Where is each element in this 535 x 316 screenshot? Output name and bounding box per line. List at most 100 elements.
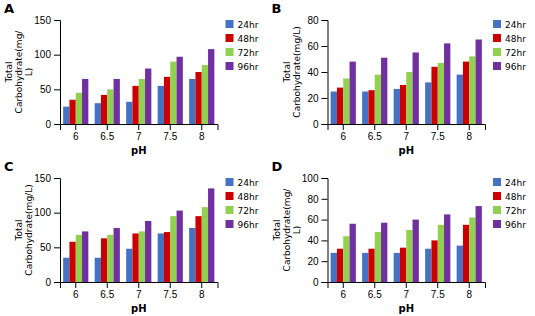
tick-label: 0 [313, 277, 319, 288]
bar [362, 253, 368, 282]
bar [170, 216, 176, 282]
bars [331, 206, 482, 282]
legend-label: 24hr [505, 20, 526, 30]
legend-item: 72hr [493, 206, 526, 216]
series [343, 56, 475, 124]
legend-label: 24hr [505, 178, 526, 188]
legend: 24hr 48hr 72hr 96hr [493, 178, 526, 230]
tick-label: 100 [34, 207, 51, 218]
tick-mark [469, 124, 470, 130]
bar [368, 249, 374, 282]
tick: 7.5 [163, 282, 177, 300]
bar [350, 224, 356, 282]
y-axis-title: TotalCarbohydrate(mg/L) [14, 184, 34, 275]
tick-mark [343, 282, 344, 288]
bar [368, 90, 374, 124]
tick-label: 50 [40, 242, 52, 253]
tick: 80 [307, 194, 327, 205]
legend-swatch [226, 206, 234, 214]
tick-mark [406, 282, 407, 288]
bar [457, 246, 463, 282]
x-axis-title: pH [131, 303, 147, 314]
tick: 50 [40, 242, 60, 253]
tick-label: 8 [466, 131, 472, 142]
bar [425, 249, 431, 282]
tick-mark [437, 282, 438, 288]
tick: 8 [199, 124, 205, 142]
bar [463, 225, 469, 282]
bar [95, 103, 101, 124]
bar [381, 58, 387, 124]
tick: 6.5 [100, 124, 114, 142]
tick-label: 6 [340, 289, 346, 300]
legend-label: 96hr [505, 220, 526, 230]
bar [208, 49, 214, 124]
legend-item: 72hr [493, 48, 526, 58]
legend-item: 72hr [226, 206, 259, 216]
tick: 100 [34, 49, 60, 60]
tick: 6.5 [368, 124, 382, 142]
tick-mark [75, 124, 76, 130]
tick: 6.5 [368, 282, 382, 300]
tick-mark [201, 124, 202, 130]
tick-mark [374, 282, 375, 288]
tick-mark [322, 124, 328, 125]
tick-label: 0 [313, 119, 319, 130]
tick: 6 [73, 282, 79, 300]
tick-label: 6 [73, 131, 79, 142]
tick-mark [322, 220, 328, 221]
bar [431, 240, 437, 282]
y-axis-title: TotalCarbohydrate(mg/L) [272, 188, 302, 272]
tick: 7.5 [431, 282, 445, 300]
tick-mark [322, 46, 328, 47]
y-axis-title: TotalCarbohydrate(mg/L) [282, 26, 302, 117]
legend-item: 48hr [493, 192, 526, 202]
bar [145, 69, 151, 124]
bar [202, 207, 208, 282]
tick-mark [469, 282, 470, 288]
bar [195, 72, 201, 124]
tick: 0 [45, 119, 60, 130]
bar [469, 218, 475, 282]
bar [145, 221, 151, 282]
panel: 66.577.58020406080100pHTotalCarbohydrate… [272, 159, 527, 314]
bar [139, 79, 145, 124]
bar [132, 86, 138, 124]
bar [126, 249, 132, 282]
bar [63, 258, 69, 282]
bar [107, 89, 113, 124]
tick-mark [322, 72, 328, 73]
bar [406, 72, 412, 124]
panel-label: A [4, 1, 14, 16]
tick: 7.5 [163, 124, 177, 142]
bar [431, 67, 437, 124]
legend-swatch [226, 220, 234, 228]
series [350, 40, 482, 125]
legend-swatch [226, 20, 234, 28]
tick-label: 150 [34, 15, 51, 26]
legend-item: 48hr [226, 34, 259, 44]
series [343, 218, 475, 282]
tick-label: 40 [307, 67, 319, 78]
bar [63, 107, 69, 124]
tick-mark [54, 282, 60, 283]
bar [463, 62, 469, 124]
legend-swatch [493, 178, 501, 186]
bar [208, 188, 214, 282]
tick-mark [343, 124, 344, 130]
bar [413, 53, 419, 125]
bar [337, 249, 343, 282]
legend: 24hr48hr72hr96hr [493, 20, 526, 72]
tick: 8 [466, 282, 472, 300]
x-axis-title: pH [398, 145, 414, 156]
tick-mark [75, 282, 76, 288]
bar [164, 77, 170, 124]
legend-swatch [493, 34, 501, 42]
tick-label: 0 [45, 277, 51, 288]
bar [164, 232, 170, 282]
bar [82, 79, 88, 124]
tick-mark [54, 55, 60, 56]
tick-mark [54, 20, 60, 21]
tick-label: 8 [466, 289, 472, 300]
bar [69, 100, 75, 124]
